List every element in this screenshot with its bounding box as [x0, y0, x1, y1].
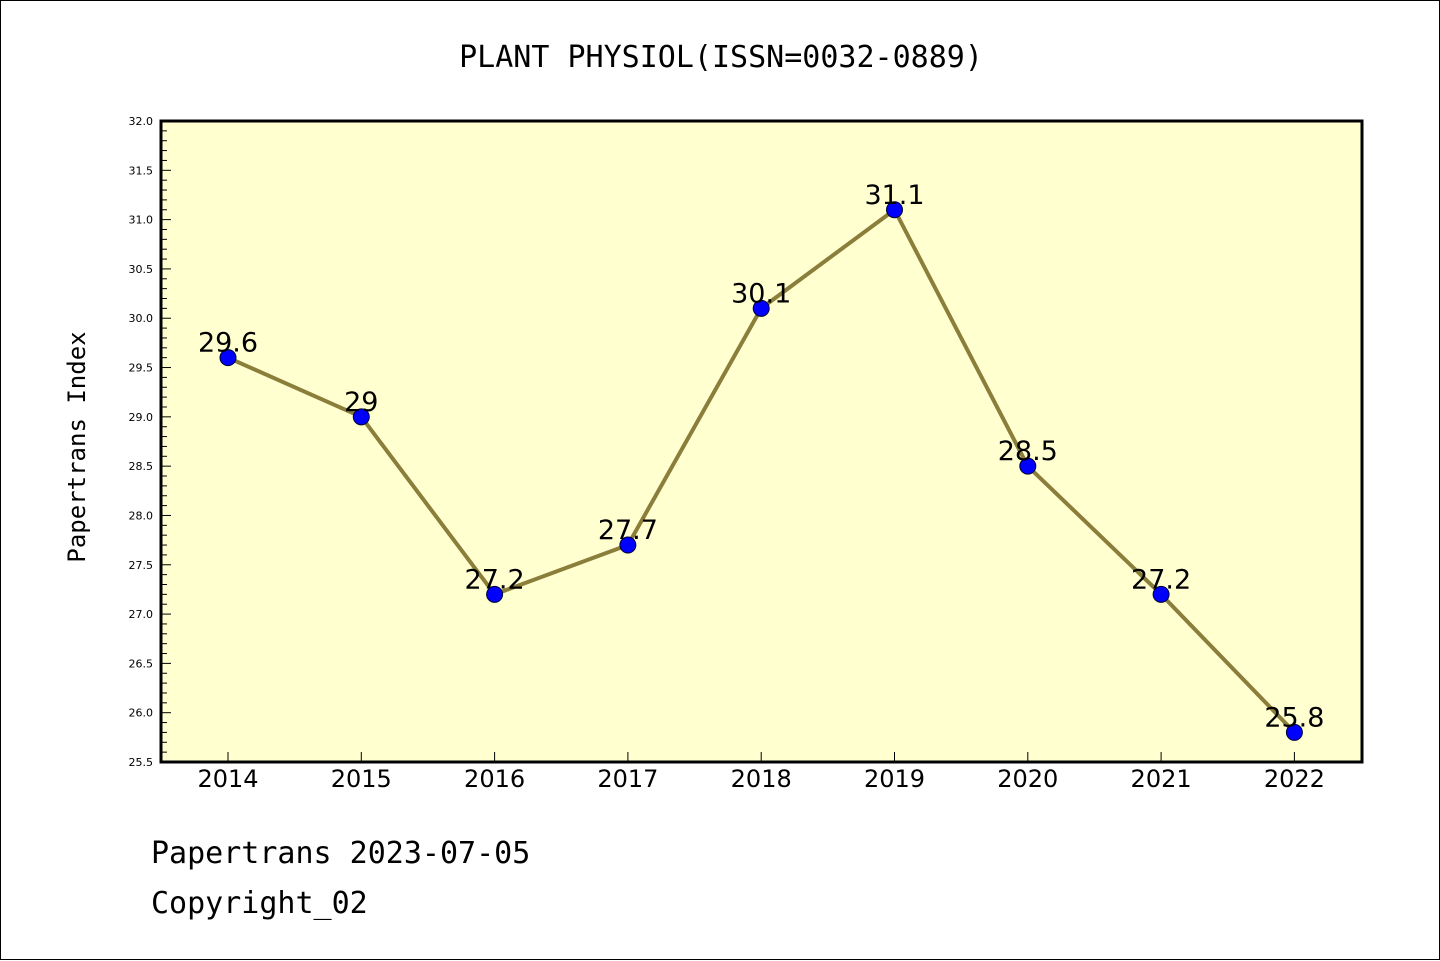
data-label: 31.1	[864, 180, 924, 211]
footer-date: Papertrans 2023-07-05	[151, 836, 531, 871]
data-point	[352, 408, 370, 426]
data-label: 29.6	[198, 328, 258, 359]
data-label: 27.7	[598, 515, 658, 546]
y-tick-label: 28.0	[129, 509, 154, 522]
data-point	[1019, 457, 1037, 475]
x-tick-label: 2015	[331, 765, 392, 793]
y-tick-label: 26.5	[129, 657, 154, 670]
x-tick-label: 2014	[197, 765, 258, 793]
data-point	[886, 201, 903, 219]
data-point	[1285, 723, 1303, 741]
data-labels: 29.6 29 27.2 27.7 30.1 31.1 28.5 27.2 25.8	[198, 180, 1325, 734]
y-tick-label: 27.0	[129, 608, 154, 621]
chart-title: PLANT PHYSIOL(ISSN=0032-0889)	[459, 40, 983, 75]
x-tick-label: 2020	[997, 765, 1058, 793]
data-label: 25.8	[1264, 702, 1324, 733]
y-tick-label: 29.0	[129, 411, 154, 424]
data-point	[219, 349, 237, 367]
y-tick-label: 25.5	[129, 756, 154, 769]
data-label: 30.1	[731, 278, 791, 309]
x-tick-label: 2019	[864, 765, 925, 793]
x-tick-label: 2017	[597, 765, 658, 793]
y-tick-label: 27.5	[129, 559, 154, 572]
y-tick-label: 31.0	[129, 214, 154, 227]
y-tick-label: 28.5	[129, 460, 154, 473]
x-tick-label: 2021	[1131, 765, 1192, 793]
data-label: 29	[344, 387, 378, 418]
footer-copyright: Copyright_02	[151, 886, 368, 921]
x-tick-label: 2022	[1264, 765, 1325, 793]
plot-area	[159, 119, 1364, 764]
y-tick-label: 26.0	[129, 707, 154, 720]
data-point	[619, 536, 637, 554]
data-label: 27.2	[1131, 564, 1191, 595]
y-axis-ticks: 25.5 26.0 26.5 27.0 27.5 28.0 28.5 29.0 29.5 30.0…	[129, 115, 171, 769]
x-tick-label: 2016	[464, 765, 525, 793]
y-tick-label: 31.5	[129, 164, 154, 177]
data-point	[752, 299, 770, 317]
data-point	[486, 585, 504, 603]
data-point	[1152, 585, 1170, 603]
data-markers	[219, 201, 1303, 741]
y-tick-label: 29.5	[129, 362, 154, 375]
y-tick-label: 30.5	[129, 263, 154, 276]
y-axis-label: Papertrans Index	[63, 331, 91, 562]
y-tick-label: 30.0	[129, 312, 154, 325]
data-label: 27.2	[465, 564, 525, 595]
data-label: 28.5	[998, 436, 1058, 467]
x-axis-ticks: 2014 2015 2016 2017 2018 2019 2020 2021 2022	[197, 752, 1325, 793]
x-tick-label: 2018	[731, 765, 792, 793]
y-tick-label: 32.0	[129, 115, 154, 128]
